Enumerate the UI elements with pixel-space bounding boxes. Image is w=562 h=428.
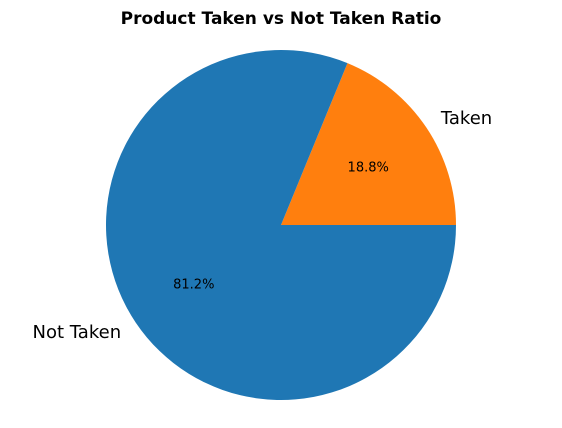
chart-title: Product Taken vs Not Taken Ratio [121,9,442,29]
slice-pct-not-taken: 81.2% [173,277,214,292]
slice-label-not-taken: Not Taken [33,322,122,343]
slice-pct-taken: 18.8% [348,161,389,176]
pie-slices [106,50,456,400]
slice-label-taken: Taken [440,108,492,129]
